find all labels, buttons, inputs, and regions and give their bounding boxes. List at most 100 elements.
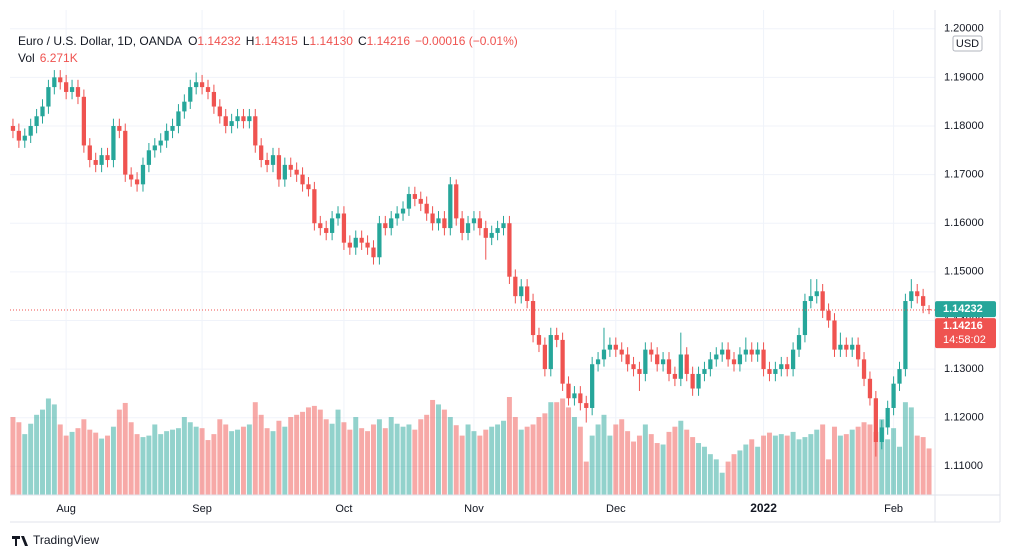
volume-bar (110, 426, 116, 495)
volume-bar (483, 429, 489, 495)
y-tick-label: 1.18000 (944, 120, 984, 132)
volume-bar (93, 432, 99, 495)
candle-body (885, 407, 890, 428)
volume-bar (305, 407, 311, 495)
volume-bar (796, 439, 802, 495)
volume-bar (300, 411, 306, 495)
candle-body (129, 174, 134, 180)
volume-layer (10, 397, 932, 495)
candle-body (915, 291, 920, 297)
volume-bar (63, 435, 69, 495)
volume-bar (719, 472, 725, 495)
candle-body (897, 369, 902, 384)
volume-bar (684, 429, 690, 495)
candle-body (850, 344, 855, 350)
volume-bar (731, 454, 737, 495)
volume-bar (217, 419, 223, 495)
candle-body (649, 349, 654, 355)
candle-body (879, 427, 884, 443)
candle-body (749, 349, 754, 355)
x-tick-label: Feb (884, 503, 903, 515)
candle-body (199, 82, 205, 88)
candle-body (64, 82, 69, 92)
volume-bar (790, 431, 796, 495)
volume-bar (471, 431, 477, 495)
candle-body (371, 247, 376, 258)
candle-body (300, 174, 305, 185)
candle-body (412, 194, 417, 199)
candle-body (394, 213, 400, 219)
candle-body (465, 223, 471, 233)
candle-body (714, 354, 719, 360)
volume-bar (447, 417, 453, 495)
volume-bar (601, 414, 607, 495)
candle-body (448, 184, 453, 229)
x-tick-label: Oct (335, 503, 352, 515)
candle-body (584, 403, 589, 408)
volume-bar (329, 423, 335, 495)
volume-bar (199, 428, 205, 495)
candle-body (353, 237, 358, 248)
y-tick-label: 1.19000 (944, 71, 984, 83)
candle-body (808, 296, 813, 302)
volume-bar (359, 428, 365, 495)
candle-body (530, 301, 536, 336)
candle-body (613, 344, 618, 350)
grid (10, 10, 935, 495)
candle-body (211, 91, 217, 107)
candle-body (820, 291, 825, 311)
volume-bar (465, 424, 471, 495)
candle-body (418, 198, 423, 204)
volume-bar (761, 435, 767, 495)
volume-bar (914, 435, 920, 495)
candle-body (495, 228, 500, 233)
volume-bar (701, 446, 707, 495)
volume-bar (170, 429, 176, 495)
candle-body (158, 140, 163, 146)
volume-value: 6.271K (40, 51, 78, 65)
volume-bar (175, 428, 181, 495)
candle-body (188, 87, 193, 102)
volume-bar (187, 422, 193, 495)
volume-bar (666, 431, 672, 495)
volume-bar (802, 437, 808, 495)
y-tick-label: 1.11000 (944, 460, 983, 472)
volume-bar (867, 424, 873, 495)
change: −0.00016 (−0.01%) (415, 34, 518, 48)
volume-bar (849, 429, 855, 495)
volume-bar (554, 402, 560, 495)
currency-box[interactable] (952, 35, 983, 52)
candle-body (507, 223, 512, 277)
candle-body (536, 335, 542, 345)
ohlc-label: C (358, 34, 367, 48)
candle-body (99, 155, 104, 165)
candle-body (619, 349, 624, 355)
volume-bar (660, 444, 666, 495)
volume-bar (536, 417, 542, 495)
candle-body (903, 301, 908, 370)
volume-bar (246, 424, 252, 495)
candle-body (205, 87, 211, 92)
x-tick-label: 2022 (750, 501, 777, 515)
candle-body (767, 369, 772, 374)
volume-bar (294, 414, 300, 495)
volume-bar (897, 446, 902, 495)
volume-bar (696, 443, 702, 495)
volume-bar (772, 435, 778, 495)
candle-body (34, 116, 39, 126)
price-tag-label: 1.14216 (943, 320, 983, 332)
volume-bar (737, 450, 743, 495)
candle-body (891, 383, 896, 408)
candle-body (324, 228, 329, 233)
candle-body (832, 320, 837, 350)
candle-body (46, 87, 51, 107)
candle-body (400, 208, 406, 214)
candle-body (40, 106, 45, 117)
candle-body (460, 218, 465, 233)
branding: TradingView (33, 533, 99, 547)
candle-body (678, 354, 683, 379)
logo-icon (12, 536, 28, 546)
volume-bar (10, 417, 16, 495)
candle-body (702, 369, 707, 374)
candle-body (282, 164, 287, 180)
